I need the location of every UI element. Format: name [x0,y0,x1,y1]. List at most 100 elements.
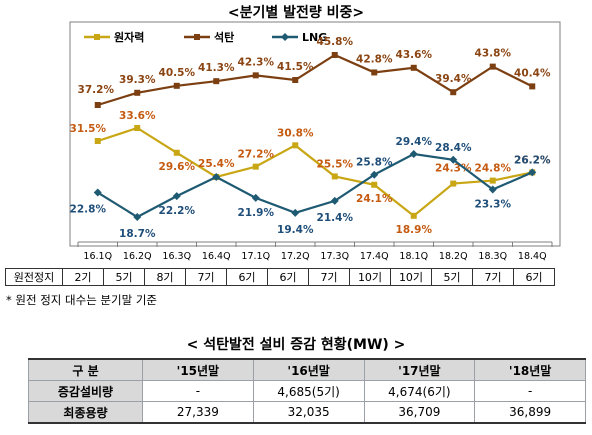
data-label: 43.6% [396,49,433,61]
capacity-table: 구 분 '15년말 '16년말 '17년말 '18년말 증감설비량 -4,685(5기) 4… [28,358,586,424]
legend-marker-0 [94,34,100,40]
outage-header: 원전정지 [5,268,63,286]
table-title: < 석탄발전 설비 증감 현황(MW) > [186,337,406,353]
data-label: 18.7% [119,228,156,240]
data-label: 39.3% [119,74,156,86]
data-point [489,63,496,70]
column-header: '17년말 [363,358,476,381]
data-point [450,89,457,96]
series-line-1 [97,53,533,107]
data-label: 22.2% [159,205,196,217]
data-point [94,138,101,144]
data-label: 45.8% [317,36,354,48]
data-label: 33.6% [119,110,156,122]
table-row: 증감설비량 -4,685(5기) 4,674(6기) - [28,380,586,402]
data-label: 42.3% [238,56,275,68]
table-cell: 4,685(5기) [252,380,365,402]
data-point [213,78,220,85]
data-point [330,196,339,205]
data-point [489,177,496,184]
column-header: '15년말 [142,358,254,381]
data-point [331,52,338,58]
outage-count: 7기 [308,268,350,286]
outage-count: 6기 [267,268,309,286]
data-point [291,208,300,217]
outage-count: 6기 [513,268,555,286]
outage-count: 6기 [226,268,268,286]
x-tick-label: 16.4Q [202,251,231,262]
column-header: '18년말 [474,358,586,381]
chart-title: <분기별 발전량 비중> [227,5,365,21]
outage-count: 7기 [185,268,227,286]
data-label: 21.9% [238,207,275,219]
data-label: 29.4% [396,136,433,148]
x-tick-label: 17.1Q [241,251,270,262]
x-tick-label: 16.1Q [83,251,112,262]
legend-label-0: 원자력 [114,30,144,44]
data-point [212,173,221,181]
data-point [252,163,259,170]
x-tick-label: 17.3Q [320,251,349,262]
series-line-0 [97,126,533,218]
table-cell: 27,339 [142,401,254,424]
data-point [252,72,259,79]
data-label: 42.8% [356,53,393,65]
data-label: 24.8% [475,163,512,175]
column-header: 구 분 [28,358,143,381]
outage-count: 5기 [103,268,145,286]
data-point [449,155,458,164]
data-label: 22.8% [70,204,107,216]
data-point [370,170,379,179]
series-line-2 [97,152,533,219]
data-point [331,173,338,180]
outage-count: 5기 [431,268,473,286]
data-label: 43.8% [475,48,512,60]
row-header: 증감설비량 [28,380,143,402]
data-label: 18.9% [396,224,433,236]
data-label: 25.8% [356,157,393,169]
data-label: 30.8% [277,127,314,139]
outage-count: 10기 [390,268,432,286]
data-point [292,77,299,83]
legend-marker-2 [281,33,289,41]
line-chart: 16.1Q 16.2Q 16.3Q 16.4Q 17.1Q 17.2Q 17.3Q 17.4Q… [69,21,561,262]
outage-count: 2기 [62,268,104,286]
data-label: 26.2% [514,154,551,166]
table-cell: 36,709 [363,401,476,424]
table-cell: - [142,380,254,402]
data-point [528,168,537,177]
data-point [251,193,260,202]
table-cell: 4,674(6기) [363,380,476,402]
x-tick-label: 18.2Q [439,251,468,262]
x-tick-label: 16.2Q [123,251,152,262]
data-label: 40.5% [159,67,196,79]
data-label: 41.5% [277,61,314,73]
outage-row: 원전정지 2기 5기 8기 7기 6기 6기 7기 10기 10기 5기 7기 6기 [5,268,555,286]
x-tick-label: 16.3Q [162,251,191,262]
data-point [173,82,180,89]
legend-label-1: 석탄 [214,30,234,44]
data-point [94,102,101,108]
data-point [292,142,299,149]
data-label: 26.2% [514,154,551,166]
data-point [410,64,417,71]
data-label: 40.4% [514,67,551,79]
data-point [371,181,378,188]
data-label: 24.1% [356,193,393,205]
data-label: 41.3% [198,62,235,74]
x-tick-label: 18.1Q [399,251,428,262]
x-tick-label: 18.4Q [518,251,547,262]
data-label: 37.2% [78,84,115,96]
x-tick-label: 18.3Q [478,251,507,262]
legend-marker-1 [194,34,200,40]
row-header: 최종용량 [28,401,143,424]
data-point [133,213,142,221]
data-label: 39.4% [435,73,472,85]
data-point [410,212,417,219]
outage-count: 8기 [144,268,186,286]
table-cell: 36,899 [474,401,586,424]
data-point [450,180,457,187]
data-label: 29.6% [159,161,196,173]
data-point [172,192,181,201]
data-label: 27.2% [238,149,275,161]
